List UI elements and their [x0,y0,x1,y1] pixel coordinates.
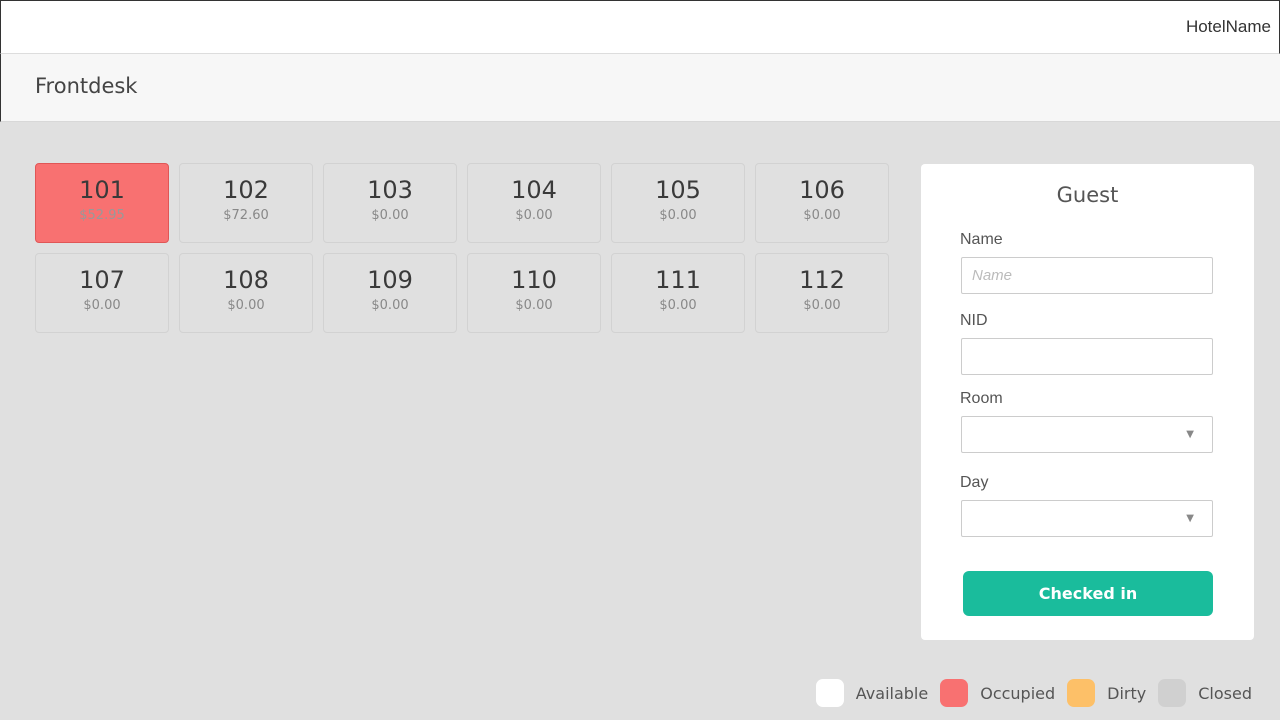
room-number: 108 [223,266,269,294]
page-header: Frontdesk [0,54,1280,122]
room-price: $0.00 [803,208,841,223]
room-price: $0.00 [803,298,841,313]
legend-label: Occupied [980,683,1056,703]
chevron-down-icon: ▼ [1186,513,1194,524]
legend-swatch-occupied [940,679,969,707]
chevron-down-icon: ▼ [1186,429,1194,440]
room-card-101[interactable]: 101 $52.95 [35,163,169,243]
room-card-112[interactable]: 112 $0.00 [755,253,889,333]
room-number: 102 [223,176,269,204]
name-label: Name [960,231,1003,248]
room-card-103[interactable]: 103 $0.00 [323,163,457,243]
legend-swatch-closed [1158,679,1187,707]
room-number: 106 [799,176,845,204]
room-grid: 101 $52.95 102 $72.60 103 $0.00 104 $0.00 105 $0.… [35,163,889,333]
room-number: 111 [655,266,701,294]
room-number: 109 [367,266,413,294]
room-card-102[interactable]: 102 $72.60 [179,163,313,243]
room-card-104[interactable]: 104 $0.00 [467,163,601,243]
room-card-109[interactable]: 109 $0.00 [323,253,457,333]
day-label: Day [960,474,989,491]
room-number: 105 [655,176,701,204]
checked-in-button[interactable]: Checked in [963,571,1213,616]
room-select[interactable]: ▼ [961,416,1213,453]
guest-title: Guest [1056,183,1119,207]
room-number: 104 [511,176,557,204]
room-price: $0.00 [371,298,409,313]
top-bar: HotelName [0,0,1280,54]
legend-label: Closed [1198,683,1252,703]
page-title: Frontdesk [35,74,138,98]
room-price: $0.00 [515,298,553,313]
room-price: $0.00 [83,298,121,313]
room-number: 103 [367,176,413,204]
legend-swatch-dirty [1067,679,1096,707]
room-card-105[interactable]: 105 $0.00 [611,163,745,243]
room-number: 112 [799,266,845,294]
room-card-108[interactable]: 108 $0.00 [179,253,313,333]
room-card-106[interactable]: 106 $0.00 [755,163,889,243]
nid-label: NID [960,312,988,329]
name-input[interactable] [961,257,1213,294]
room-price: $0.00 [659,298,697,313]
nid-input[interactable] [961,338,1213,375]
legend-swatch-available [815,679,844,707]
room-number: 107 [79,266,125,294]
legend-label: Dirty [1107,683,1147,703]
legend-label: Available [855,683,929,703]
room-card-110[interactable]: 110 $0.00 [467,253,601,333]
day-select[interactable]: ▼ [961,500,1213,537]
room-price: $0.00 [515,208,553,223]
room-price: $0.00 [659,208,697,223]
room-card-107[interactable]: 107 $0.00 [35,253,169,333]
room-price: $72.60 [223,208,269,223]
room-price: $0.00 [371,208,409,223]
room-number: 110 [511,266,557,294]
room-card-111[interactable]: 111 $0.00 [611,253,745,333]
room-label: Room [960,390,1003,407]
hotel-name: HotelName [1185,17,1271,36]
status-legend: Available Occupied Dirty Closed [815,679,1264,707]
room-price: $0.00 [227,298,265,313]
guest-panel: Guest Name NID Room ▼ Day ▼ Checked in [921,164,1254,640]
room-price: $52.95 [79,208,125,223]
room-number: 101 [79,176,125,204]
